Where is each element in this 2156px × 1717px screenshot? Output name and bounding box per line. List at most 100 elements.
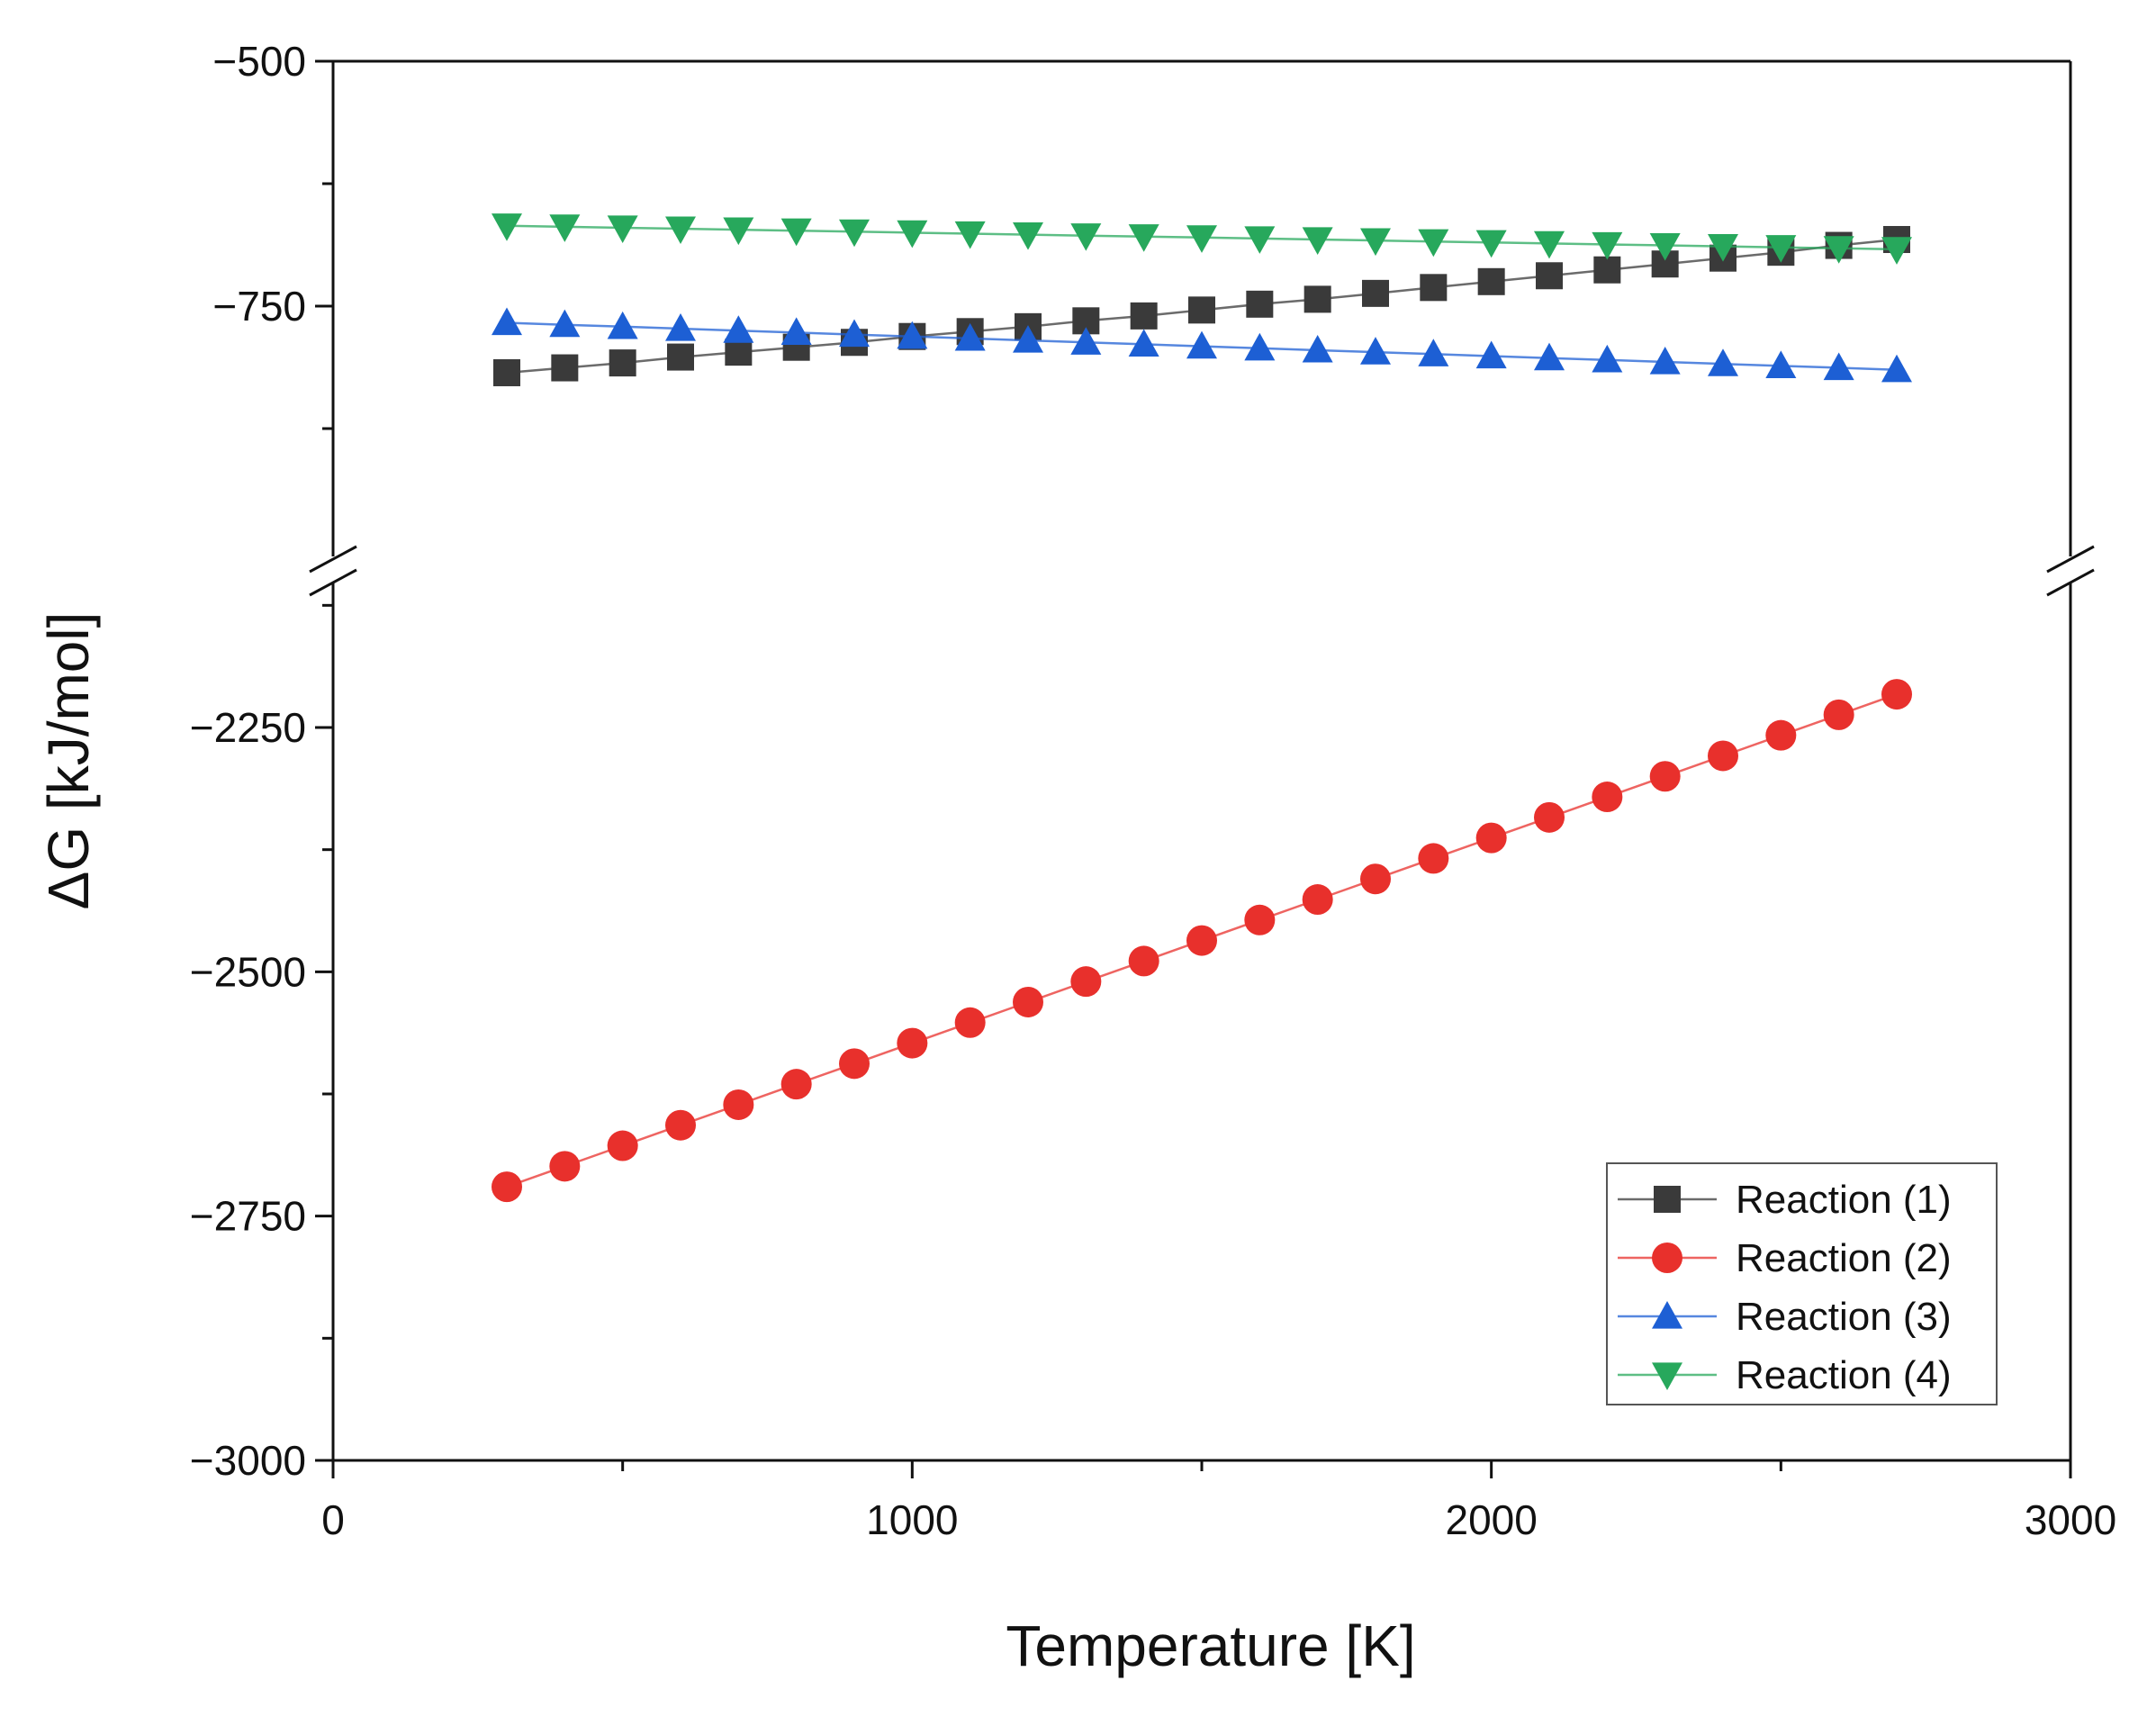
data-point	[1534, 230, 1565, 259]
data-point	[1592, 782, 1623, 813]
data-point	[492, 307, 522, 336]
axis-break-mark	[309, 568, 357, 597]
data-point	[1302, 227, 1333, 256]
data-point	[1070, 966, 1102, 998]
data-point	[839, 219, 870, 248]
data-point	[1070, 327, 1102, 355]
data-point	[954, 322, 986, 351]
data-point	[1534, 342, 1565, 371]
data-point	[780, 317, 812, 345]
axis-break-mark	[2046, 545, 2095, 574]
data-point	[780, 1069, 812, 1100]
data-point	[609, 349, 636, 377]
legend-marker	[1654, 1186, 1681, 1213]
y-tick-label: −2500	[190, 948, 306, 995]
data-point	[1130, 302, 1158, 330]
legend-marker	[1652, 1243, 1682, 1273]
legend-marker	[1652, 1362, 1682, 1390]
data-point	[1128, 945, 1159, 977]
data-point	[897, 1027, 928, 1059]
legend-label: Reaction (2)	[1736, 1236, 1952, 1280]
data-point	[492, 1171, 522, 1203]
data-point	[839, 1048, 870, 1080]
y-axis-title: ΔG [kJ/mol]	[36, 612, 101, 910]
data-point	[839, 319, 870, 348]
data-point	[1420, 274, 1448, 302]
data-point	[665, 313, 696, 341]
data-point	[1477, 267, 1505, 295]
data-point	[551, 354, 579, 382]
data-point	[1244, 332, 1276, 361]
data-point	[1649, 232, 1681, 261]
y-tick-label: −750	[212, 283, 306, 330]
data-point	[1418, 339, 1449, 366]
legend-label: Reaction (1)	[1736, 1178, 1952, 1222]
data-point	[1765, 350, 1797, 378]
data-point	[493, 358, 520, 386]
data-point	[1360, 228, 1391, 257]
data-point	[1186, 330, 1217, 359]
data-point	[1475, 340, 1507, 369]
data-point	[1013, 325, 1043, 353]
data-point	[665, 1109, 696, 1141]
data-point	[1708, 234, 1738, 262]
data-point	[1536, 262, 1563, 290]
data-point	[954, 1007, 986, 1038]
data-point	[1244, 226, 1276, 254]
axis-break-mark	[2046, 568, 2095, 597]
data-point	[549, 1151, 581, 1182]
data-point	[607, 311, 638, 339]
legend-label: Reaction (3)	[1736, 1295, 1952, 1339]
data-point	[549, 309, 581, 338]
data-point	[549, 214, 581, 242]
y-tick-label: −2250	[190, 704, 306, 751]
data-point	[1418, 843, 1449, 874]
data-point	[607, 215, 638, 243]
data-point	[1534, 801, 1565, 833]
data-point	[1593, 256, 1621, 284]
data-point	[897, 321, 928, 349]
data-point	[1302, 334, 1333, 363]
data-point	[1823, 352, 1854, 381]
data-point	[1881, 679, 1912, 710]
data-point	[1765, 719, 1797, 751]
data-point	[1708, 348, 1738, 376]
axes-layer: 0 1000 2000 3000 −500 −750 −2250 −2500 −2750 −300…	[36, 38, 2116, 1678]
x-tick-label: 1000	[866, 1496, 958, 1543]
data-point	[897, 220, 928, 249]
data-point	[1070, 223, 1102, 251]
data-point	[780, 218, 812, 247]
data-point	[725, 339, 753, 366]
x-tick-label: 0	[321, 1496, 345, 1543]
data-point	[723, 1089, 754, 1120]
data-point	[1304, 285, 1331, 313]
data-point	[1244, 904, 1276, 935]
legend-marker	[1652, 1301, 1682, 1329]
legend: Reaction (1) Reaction (2) Reaction (3) Reac…	[1606, 1162, 1998, 1405]
data-point	[665, 216, 696, 245]
data-point	[1823, 699, 1854, 730]
data-point	[1649, 761, 1681, 792]
data-point	[1360, 337, 1391, 365]
data-point	[1013, 986, 1043, 1017]
x-axis-title: Temperature [K]	[1006, 1613, 1415, 1678]
data-point	[492, 213, 522, 241]
data-point	[667, 343, 694, 371]
x-tick-label: 2000	[1445, 1496, 1537, 1543]
data-point	[1186, 225, 1217, 253]
data-point	[1360, 863, 1391, 895]
data-point	[1302, 884, 1333, 916]
y-tick-label: −2750	[190, 1193, 306, 1240]
legend-label: Reaction (4)	[1736, 1353, 1952, 1397]
data-point	[1765, 235, 1797, 263]
data-point	[723, 315, 754, 343]
x-tick-label: 3000	[2025, 1496, 2116, 1543]
data-point	[1592, 231, 1623, 260]
data-point	[1475, 230, 1507, 258]
y-tick-label: −500	[212, 38, 306, 85]
data-point	[1823, 236, 1854, 264]
data-point	[1475, 822, 1507, 854]
data-point	[1246, 290, 1274, 318]
